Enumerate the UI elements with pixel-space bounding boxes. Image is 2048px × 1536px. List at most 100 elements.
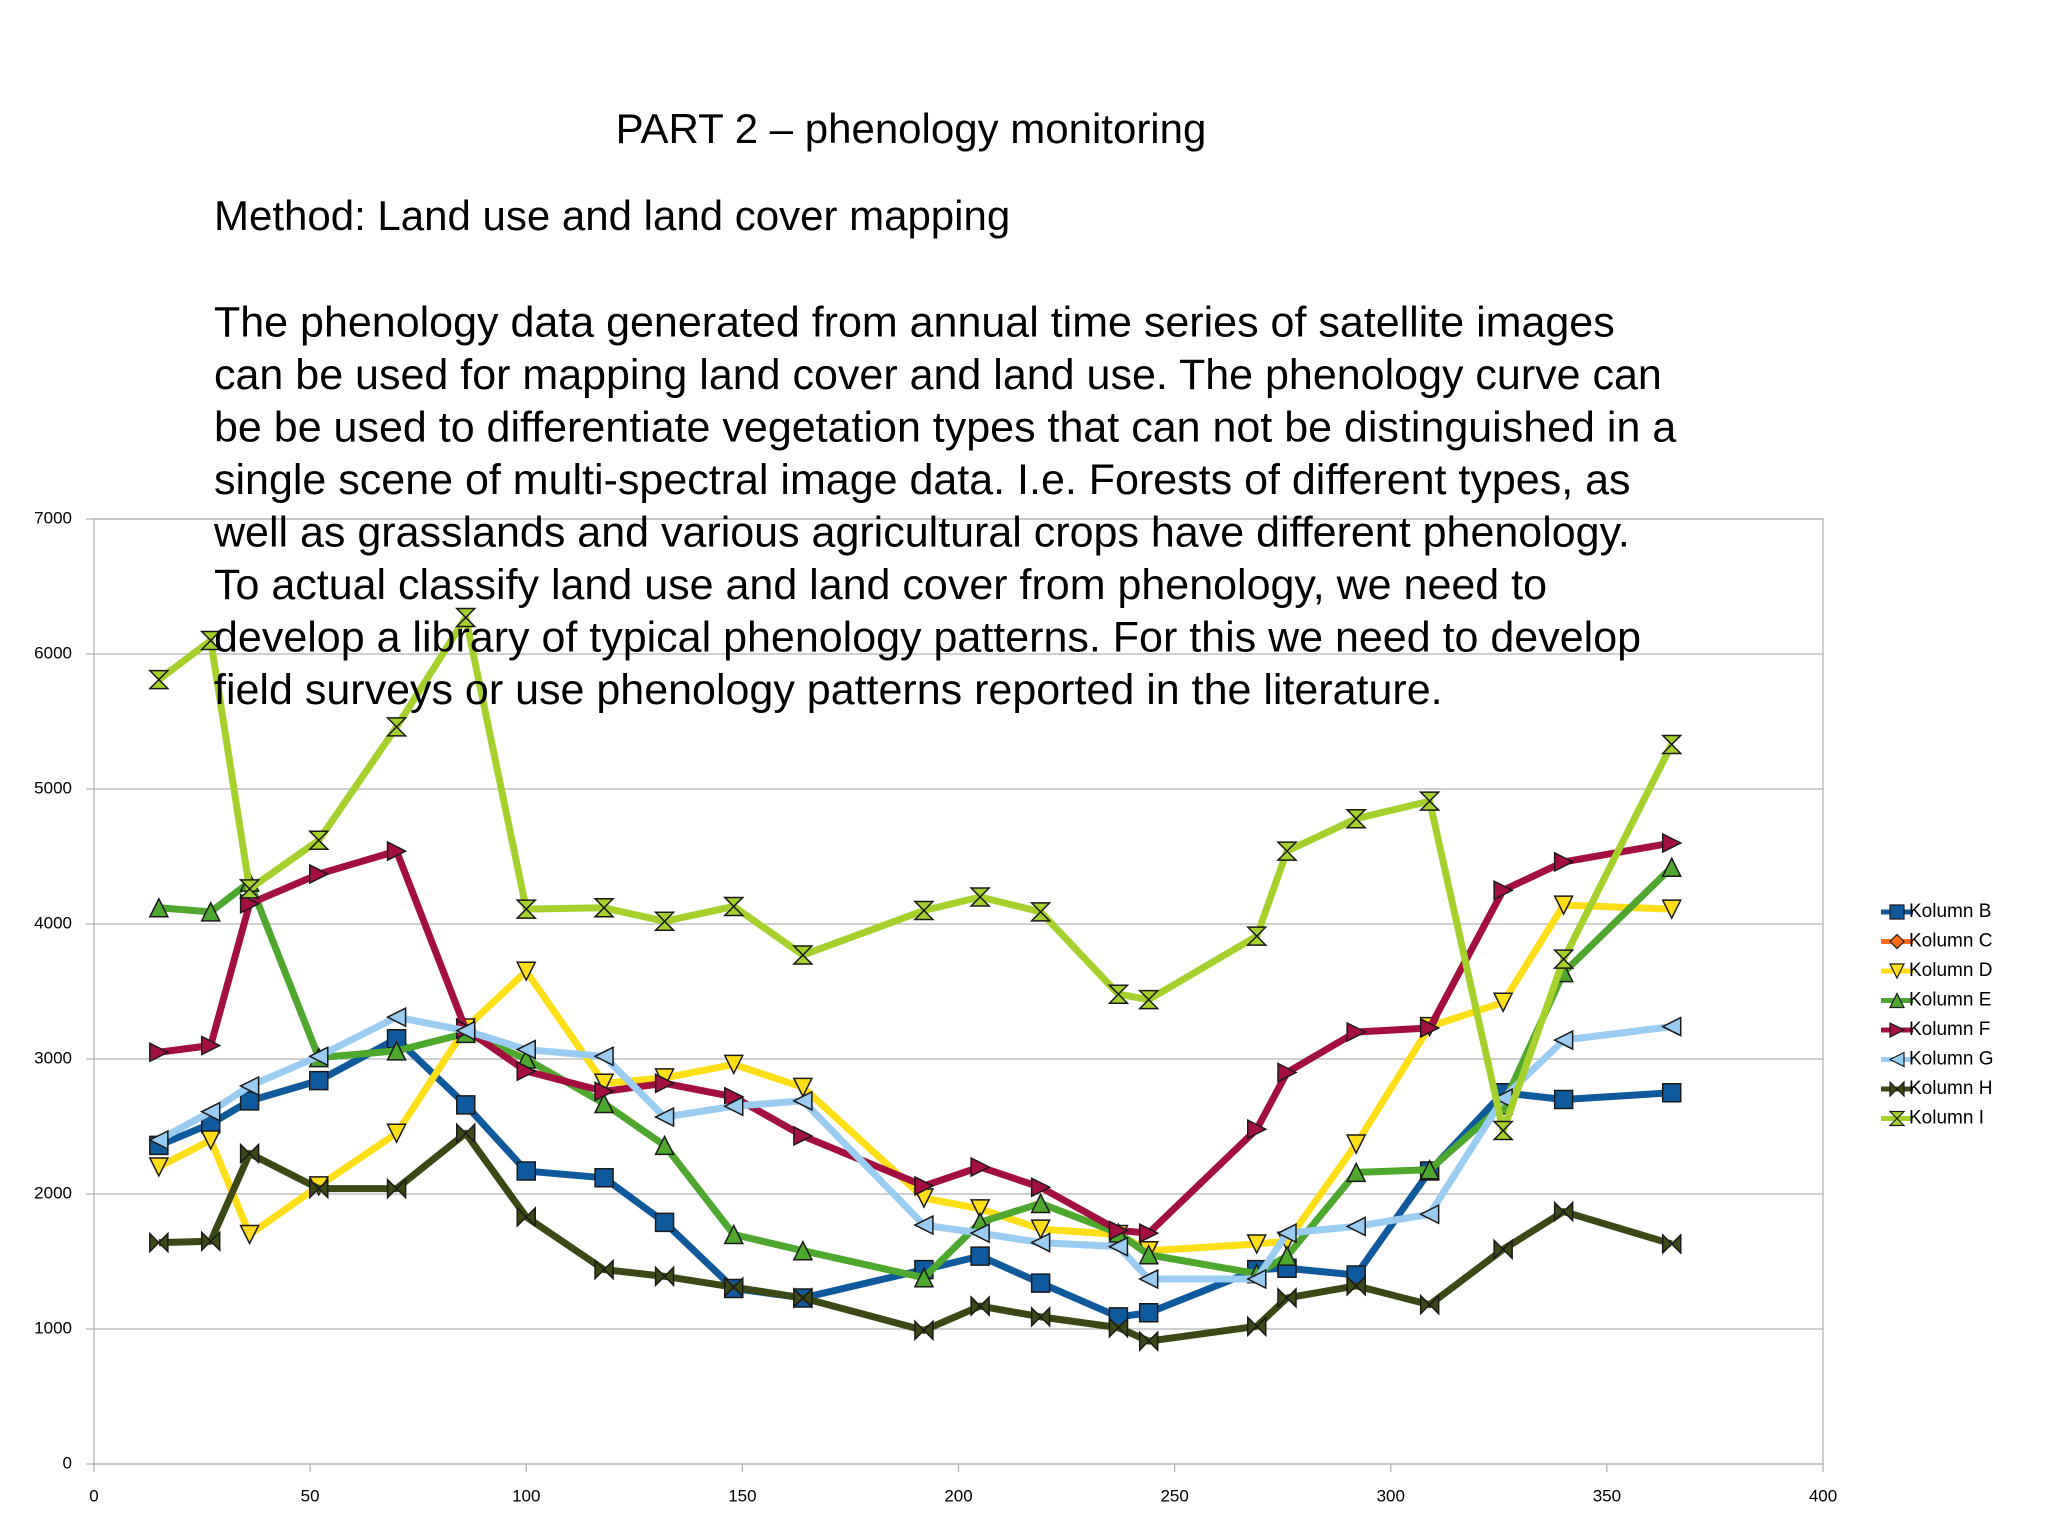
series-line <box>157 1013 1673 1283</box>
series-marker <box>970 1156 991 1178</box>
series-marker <box>654 1265 675 1288</box>
series-marker <box>1553 851 1575 873</box>
series-marker <box>970 1295 990 1317</box>
series-marker <box>148 897 170 918</box>
series-marker <box>653 1106 675 1128</box>
chart: 0 1000 2000 3000 4000 5000 6000 7000 0 50 100 150 20… <box>34 508 1993 1505</box>
series-marker <box>1276 1222 1297 1244</box>
series-marker <box>722 896 745 917</box>
y-tick-label: 1000 <box>34 1318 72 1337</box>
series-marker <box>1492 1120 1514 1141</box>
series-marker <box>386 1177 407 1200</box>
series-marker <box>1277 1062 1298 1083</box>
y-tick-label: 2000 <box>34 1183 72 1202</box>
legend-label: Kolumn G <box>1909 1049 1993 1070</box>
y-tick-label: 6000 <box>34 643 72 662</box>
series-marker <box>914 1319 934 1342</box>
legend-swatch-marker <box>1888 1110 1906 1127</box>
paragraph-line: well as grasslands and various agricultu… <box>213 508 1630 556</box>
series-marker <box>148 1157 170 1178</box>
series-marker <box>1345 1216 1366 1237</box>
plot-frame <box>93 518 1824 1465</box>
series-marker <box>593 1073 615 1094</box>
series-marker <box>1276 1245 1298 1266</box>
series-marker <box>1493 1238 1513 1261</box>
series-marker <box>1030 1177 1052 1198</box>
series-marker <box>1137 989 1160 1010</box>
series-marker <box>594 1258 614 1281</box>
series-marker <box>1138 1244 1159 1265</box>
series-marker <box>386 1040 407 1061</box>
series-marker <box>516 961 537 982</box>
series-marker <box>1345 1134 1367 1155</box>
series-marker <box>1552 1029 1574 1051</box>
series-marker <box>594 1168 614 1188</box>
series-marker <box>1246 1234 1267 1255</box>
series-marker <box>1276 841 1298 861</box>
legend-swatch-marker <box>1889 963 1905 980</box>
series-marker <box>1553 1089 1574 1110</box>
y-tick-label: 3000 <box>34 1048 72 1067</box>
series-marker <box>1419 1293 1440 1316</box>
series-marker <box>969 1222 990 1244</box>
series-marker <box>200 1130 221 1151</box>
series-marker <box>238 879 261 899</box>
paragraph-line: The phenology data generated from annual… <box>214 298 1615 346</box>
series-marker <box>307 830 330 851</box>
series-marker <box>1107 984 1130 1004</box>
series-marker <box>200 1230 221 1253</box>
series-marker <box>914 1175 935 1197</box>
series-marker <box>970 1246 990 1266</box>
series-marker <box>1553 895 1574 916</box>
x-tick-label: 300 <box>1377 1486 1405 1505</box>
series-marker <box>516 1161 536 1181</box>
series-marker <box>792 1077 814 1099</box>
series-marker <box>723 1096 744 1117</box>
series-marker <box>653 911 676 932</box>
series-marker <box>1029 902 1052 922</box>
series-marker <box>516 1206 536 1228</box>
series-marker <box>200 1035 222 1056</box>
series-marker <box>1030 1306 1051 1328</box>
series-marker <box>1492 992 1514 1013</box>
series-marker <box>1346 1021 1367 1043</box>
x-tick-label: 350 <box>1593 1486 1621 1505</box>
series-marker <box>200 1101 221 1122</box>
series-marker <box>239 1224 260 1246</box>
series-marker <box>1661 832 1683 854</box>
series-marker <box>654 1212 675 1233</box>
series-marker <box>1419 1159 1440 1180</box>
paragraph-line: To actual classify land use and land cov… <box>214 561 1547 609</box>
slide-text-block: PART 2 – phenology monitoring Method: La… <box>213 105 1676 714</box>
series-marker <box>913 900 935 921</box>
series-marker <box>969 887 991 907</box>
series-marker <box>654 1134 675 1156</box>
series-marker <box>1247 1118 1268 1140</box>
series-marker <box>309 1177 329 1200</box>
series-marker <box>969 1199 991 1220</box>
series-marker <box>792 1090 813 1112</box>
series-marker <box>149 1231 169 1254</box>
series-marker <box>386 1123 407 1144</box>
series-marker <box>1245 926 1268 946</box>
series-line <box>157 901 1672 1255</box>
series-marker <box>385 1006 407 1028</box>
series-marker <box>593 898 615 918</box>
legend-swatch-marker <box>1889 992 1905 1009</box>
series-marker <box>723 1223 744 1245</box>
legend-swatch-marker <box>1889 1022 1906 1038</box>
series-marker <box>455 1122 476 1145</box>
series-marker <box>913 1214 934 1236</box>
series-marker <box>516 1060 537 1082</box>
series-marker <box>593 1092 615 1114</box>
legend-label: Kolumn C <box>1909 931 1992 952</box>
series-marker <box>309 863 330 885</box>
series-marker <box>1138 1268 1159 1290</box>
series-marker <box>239 893 261 914</box>
series-marker <box>1107 1236 1129 1257</box>
series-marker <box>200 901 221 922</box>
series-marker <box>308 1046 329 1067</box>
series-marker <box>238 1075 260 1097</box>
x-tick-label: 250 <box>1160 1486 1188 1505</box>
